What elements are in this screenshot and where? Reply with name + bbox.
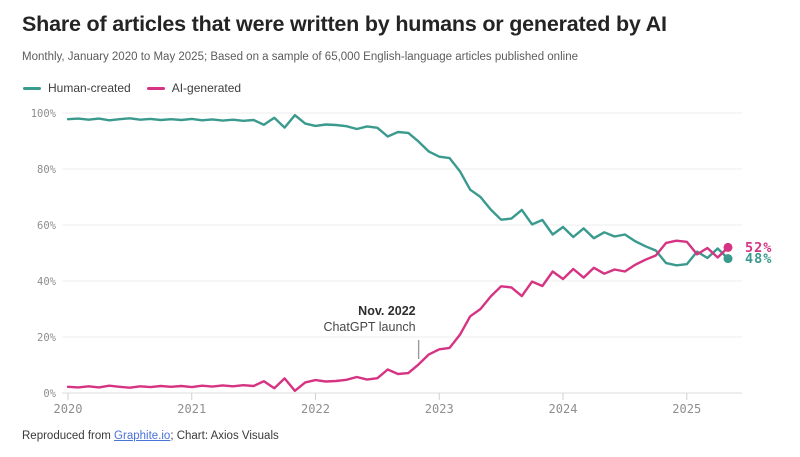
source-line: Reproduced from Graphite.io; Chart: Axio… xyxy=(22,430,279,442)
ai-generated-line xyxy=(66,239,730,392)
ai-generated-swatch-icon xyxy=(146,86,165,90)
graphite-link[interactable]: Graphite.io xyxy=(114,430,171,442)
x-axis-tick-label: 2024 xyxy=(549,402,578,416)
y-axis-tick-label: 100% xyxy=(31,108,57,120)
legend-item-human-created: Human-created xyxy=(23,81,131,95)
legend-item-ai-generated: AI-generated xyxy=(146,81,242,95)
y-axis-tick-label: 40% xyxy=(37,276,57,288)
ai-generated-end-dot xyxy=(723,242,733,252)
human-created-swatch-icon xyxy=(23,86,41,90)
source-suffix: ; Chart: Axios Visuals xyxy=(170,430,279,442)
page-title: Share of articles that were written by h… xyxy=(22,12,667,36)
y-axis-tick-label: 80% xyxy=(37,164,57,176)
ai-generated-end-label: 52% xyxy=(745,240,772,256)
x-axis-tick-label: 2023 xyxy=(425,402,454,416)
y-axis-tick-label: 20% xyxy=(37,332,57,344)
x-axis-tick-label: 2022 xyxy=(301,402,330,416)
page-subtitle: Monthly, January 2020 to May 2025; Based… xyxy=(22,51,578,63)
annotation-title: Nov. 2022 xyxy=(358,304,415,318)
legend-label-human-created: Human-created xyxy=(48,81,131,95)
x-axis-tick-label: 2025 xyxy=(672,402,701,416)
human-created-end-dot xyxy=(723,254,733,264)
source-prefix: Reproduced from xyxy=(22,430,115,442)
human-created-end-label: 48% xyxy=(745,251,772,267)
annotation-subtitle: ChatGPT launch xyxy=(323,320,415,334)
y-axis-tick-label: 0% xyxy=(43,388,56,400)
y-axis-tick-label: 60% xyxy=(37,220,57,232)
legend: Human-created AI-generated xyxy=(23,81,241,95)
human-created-line xyxy=(66,113,730,267)
legend-label-ai-generated: AI-generated xyxy=(171,81,242,95)
x-axis-tick-label: 2021 xyxy=(177,402,206,416)
x-axis-tick-label: 2020 xyxy=(54,402,83,416)
